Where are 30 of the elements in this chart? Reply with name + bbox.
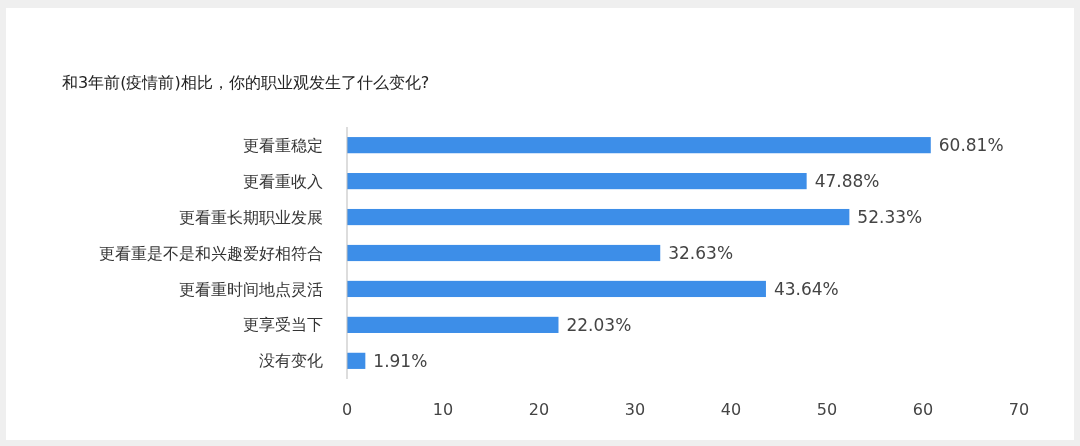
bar — [347, 208, 850, 226]
y-tick-label: 更看重时间地点灵活 — [179, 279, 323, 299]
x-tick-label: 20 — [528, 400, 550, 419]
x-tick-label: 60 — [912, 400, 934, 419]
data-label: 43.64% — [773, 278, 839, 299]
x-tick-label: 70 — [1008, 400, 1030, 419]
data-label: 32.63% — [668, 242, 734, 263]
data-label: 52.33% — [857, 207, 923, 227]
y-tick-label: 更看重长期职业发展 — [179, 207, 323, 227]
x-tick-label: 50 — [816, 400, 838, 419]
bar — [347, 244, 661, 262]
x-tick-label: 40 — [720, 400, 742, 419]
bar — [347, 316, 559, 333]
bar — [347, 352, 366, 369]
bar — [347, 280, 766, 298]
data-label: 47.88% — [814, 171, 880, 192]
data-label: 22.03% — [566, 314, 632, 335]
x-tick-label: 10 — [432, 400, 454, 419]
y-tick-label: 更看重稳定 — [243, 135, 323, 155]
bar — [347, 137, 931, 154]
y-tick-label: 更看重收入 — [243, 171, 323, 191]
data-label: 60.81% — [938, 135, 1004, 156]
data-label: 1.91% — [373, 350, 428, 371]
x-tick-label: 30 — [624, 400, 646, 419]
y-tick-label: 没有变化 — [259, 351, 323, 371]
x-tick-label: 0 — [341, 400, 353, 419]
y-tick-label: 更看重是不是和兴趣爱好相符合 — [99, 243, 323, 263]
y-tick-label: 更享受当下 — [243, 315, 323, 335]
chart-title: 和3年前(疫情前)相比，你的职业观发生了什么变化? — [62, 73, 430, 92]
bar — [347, 173, 807, 190]
